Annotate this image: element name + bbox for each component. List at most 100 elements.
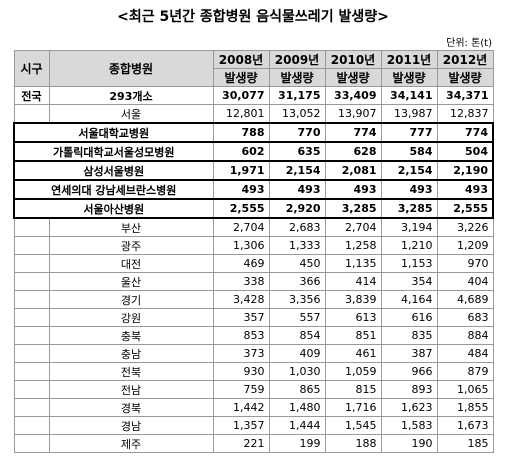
- label-cell: 충남: [48, 344, 214, 363]
- value-cell: 584: [380, 141, 438, 162]
- value-cell: 12,837: [436, 104, 494, 124]
- table-row: 서울대학교병원 788 770 774 777 774: [13, 122, 494, 143]
- label-cell: 경기: [48, 290, 214, 309]
- value-cell: 3,428: [212, 290, 270, 309]
- hospital-cell: 서울아산병원: [13, 198, 214, 219]
- value-cell: 1,210: [380, 236, 438, 255]
- value-cell: 33,409: [324, 86, 382, 105]
- value-cell: 628: [324, 141, 382, 162]
- region-cell: [13, 290, 50, 309]
- value-cell: 557: [268, 308, 326, 327]
- table-row: 경북 1,442 1,480 1,716 1,623 1,855: [13, 398, 494, 417]
- value-cell: 34,371: [436, 86, 494, 105]
- label-cell: 강원: [48, 308, 214, 327]
- value-cell: 884: [436, 326, 494, 345]
- value-cell: 3,285: [324, 198, 382, 219]
- value-cell: 409: [268, 344, 326, 363]
- value-cell: 613: [324, 308, 382, 327]
- value-cell: 2,704: [324, 217, 382, 237]
- value-cell: 835: [380, 326, 438, 345]
- label-cell: 부산: [48, 217, 214, 237]
- value-cell: 1,209: [436, 236, 494, 255]
- hospital-cell: 연세의대 강남세브란스병원: [13, 179, 214, 200]
- value-cell: 366: [268, 272, 326, 291]
- value-cell: 1,030: [268, 362, 326, 381]
- label-cell: 제주: [48, 434, 214, 453]
- table-row: 시구 종합병원 2008년 2009년 2010년 2011년 2012년: [13, 50, 494, 87]
- value-cell: 493: [436, 179, 494, 200]
- table-row: 경기 3,428 3,356 3,839 4,164 4,689: [13, 290, 494, 309]
- region-cell: 전국: [13, 86, 50, 105]
- header-cell: 2009년: [268, 50, 326, 69]
- value-cell: 3,194: [380, 217, 438, 237]
- label-cell: 전남: [48, 380, 214, 399]
- value-cell: 504: [436, 141, 494, 162]
- value-cell: 2,683: [268, 217, 326, 237]
- value-cell: 493: [324, 179, 382, 200]
- value-cell: 4,689: [436, 290, 494, 309]
- value-cell: 3,839: [324, 290, 382, 309]
- region-cell: [13, 104, 50, 124]
- value-cell: 1,153: [380, 254, 438, 273]
- value-cell: 930: [212, 362, 270, 381]
- value-cell: 404: [436, 272, 494, 291]
- value-cell: 469: [212, 254, 270, 273]
- value-cell: 1,258: [324, 236, 382, 255]
- value-cell: 1,059: [324, 362, 382, 381]
- value-cell: 1,065: [436, 380, 494, 399]
- region-cell: [13, 236, 50, 255]
- region-cell: [13, 254, 50, 273]
- value-cell: 199: [268, 434, 326, 453]
- value-cell: 1,357: [212, 416, 270, 435]
- value-cell: 3,356: [268, 290, 326, 309]
- value-cell: 13,052: [268, 104, 326, 124]
- table-row: 충북 853 854 851 835 884: [13, 326, 494, 345]
- value-cell: 1,855: [436, 398, 494, 417]
- region-cell: [13, 434, 50, 453]
- label-cell: 전북: [48, 362, 214, 381]
- table-row: 발생량 발생량 발생량 발생량 발생량: [14, 68, 494, 87]
- value-cell: 970: [436, 254, 494, 273]
- value-cell: 30,077: [212, 86, 270, 105]
- value-cell: 493: [380, 179, 438, 200]
- value-cell: 770: [268, 122, 326, 143]
- table-row: 전국 293개소 30,077 31,175 33,409 34,141 34,371: [13, 86, 494, 105]
- value-cell: 1,135: [324, 254, 382, 273]
- value-cell: 221: [212, 434, 270, 453]
- value-cell: 2,081: [324, 160, 382, 181]
- table-row: 전북 930 1,030 1,059 966 879: [13, 362, 494, 381]
- table-row: 울산 338 366 414 354 404: [13, 272, 494, 291]
- value-cell: 2,555: [212, 198, 270, 219]
- value-cell: 2,154: [380, 160, 438, 181]
- value-cell: 1,673: [436, 416, 494, 435]
- region-cell: [13, 326, 50, 345]
- value-cell: 185: [436, 434, 494, 453]
- value-cell: 357: [212, 308, 270, 327]
- table-row: 삼성서울병원 1,971 2,154 2,081 2,154 2,190: [13, 160, 494, 181]
- table-row: 강원 357 557 613 616 683: [13, 308, 494, 327]
- value-cell: 493: [212, 179, 270, 200]
- table-row: 대전 469 450 1,135 1,153 970: [13, 254, 494, 273]
- value-cell: 3,226: [436, 217, 494, 237]
- header-cell: 2008년: [212, 50, 270, 69]
- value-cell: 616: [380, 308, 438, 327]
- label-cell: 경남: [48, 416, 214, 435]
- label-cell: 대전: [48, 254, 214, 273]
- region-cell: [13, 380, 50, 399]
- header-cell: 2011년: [380, 50, 438, 69]
- value-cell: 893: [380, 380, 438, 399]
- value-cell: 1,583: [380, 416, 438, 435]
- value-cell: 188: [324, 434, 382, 453]
- region-cell: [13, 217, 50, 237]
- value-cell: 777: [380, 122, 438, 143]
- value-cell: 450: [268, 254, 326, 273]
- value-cell: 354: [380, 272, 438, 291]
- value-cell: 635: [268, 141, 326, 162]
- value-cell: 2,154: [268, 160, 326, 181]
- header-cell: 2012년: [436, 50, 494, 69]
- value-cell: 31,175: [268, 86, 326, 105]
- value-cell: 774: [324, 122, 382, 143]
- table-row: 제주 221 199 188 190 185: [13, 434, 494, 453]
- label-cell: 경북: [48, 398, 214, 417]
